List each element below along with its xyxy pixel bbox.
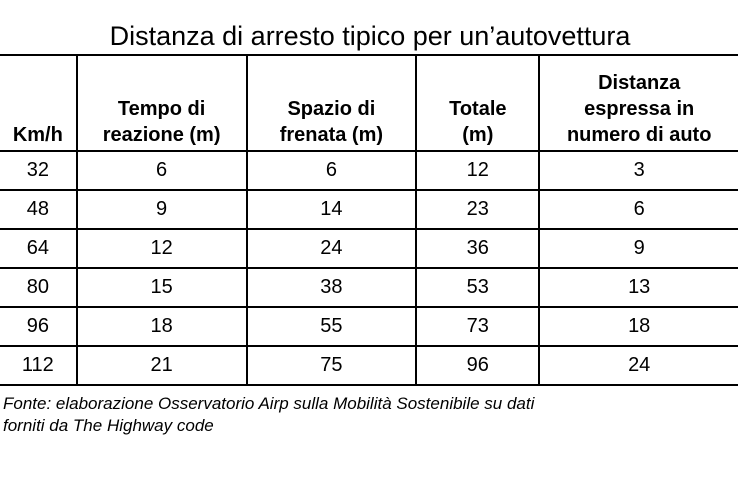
cell-reaction: 6	[75, 150, 248, 191]
source-note: Fonte: elaborazione Osservatorio Airp su…	[3, 393, 738, 437]
cell-car-lengths: 18	[538, 306, 738, 347]
cell-reaction: 18	[75, 306, 248, 347]
table-row: 112 21 75 96 24	[0, 345, 738, 386]
cell-reaction: 15	[75, 267, 248, 308]
cell-total: 12	[415, 150, 541, 191]
header-car-lengths: Distanza espressa in numero di auto	[538, 54, 738, 152]
stopping-distance-table: Km/h Tempo di reazione (m) Spazio di fre…	[0, 54, 738, 386]
cell-speed: 96	[0, 306, 78, 347]
table-row: 48 9 14 23 6	[0, 189, 738, 230]
cell-speed: 48	[0, 189, 78, 230]
cell-braking: 55	[245, 306, 418, 347]
cell-braking: 75	[245, 345, 418, 386]
header-total: Totale (m)	[415, 54, 541, 152]
source-line-2: forniti da The Highway code	[3, 416, 214, 435]
cell-car-lengths: 9	[538, 228, 738, 269]
cell-braking: 14	[245, 189, 418, 230]
cell-car-lengths: 13	[538, 267, 738, 308]
cell-car-lengths: 6	[538, 189, 738, 230]
cell-total: 96	[415, 345, 541, 386]
cell-total: 36	[415, 228, 541, 269]
cell-car-lengths: 24	[538, 345, 738, 386]
cell-reaction: 21	[75, 345, 248, 386]
table-row: 96 18 55 73 18	[0, 306, 738, 347]
source-line-1: Fonte: elaborazione Osservatorio Airp su…	[3, 394, 535, 413]
cell-reaction: 12	[75, 228, 248, 269]
table-row: 80 15 38 53 13	[0, 267, 738, 308]
cell-reaction: 9	[75, 189, 248, 230]
table-title: Distanza di arresto tipico per un’autove…	[109, 21, 631, 51]
cell-braking: 6	[245, 150, 418, 191]
cell-total: 73	[415, 306, 541, 347]
header-speed: Km/h	[0, 54, 78, 152]
cell-car-lengths: 3	[538, 150, 738, 191]
cell-total: 53	[415, 267, 541, 308]
cell-speed: 112	[0, 345, 78, 386]
table-row: 64 12 24 36 9	[0, 228, 738, 269]
cell-speed: 80	[0, 267, 78, 308]
header-row: Km/h Tempo di reazione (m) Spazio di fre…	[0, 54, 738, 152]
cell-speed: 64	[0, 228, 78, 269]
cell-total: 23	[415, 189, 541, 230]
cell-speed: 32	[0, 150, 78, 191]
table-row: 32 6 6 12 3	[0, 150, 738, 191]
cell-braking: 38	[245, 267, 418, 308]
cell-braking: 24	[245, 228, 418, 269]
header-reaction: Tempo di reazione (m)	[75, 54, 248, 152]
header-braking: Spazio di frenata (m)	[245, 54, 418, 152]
